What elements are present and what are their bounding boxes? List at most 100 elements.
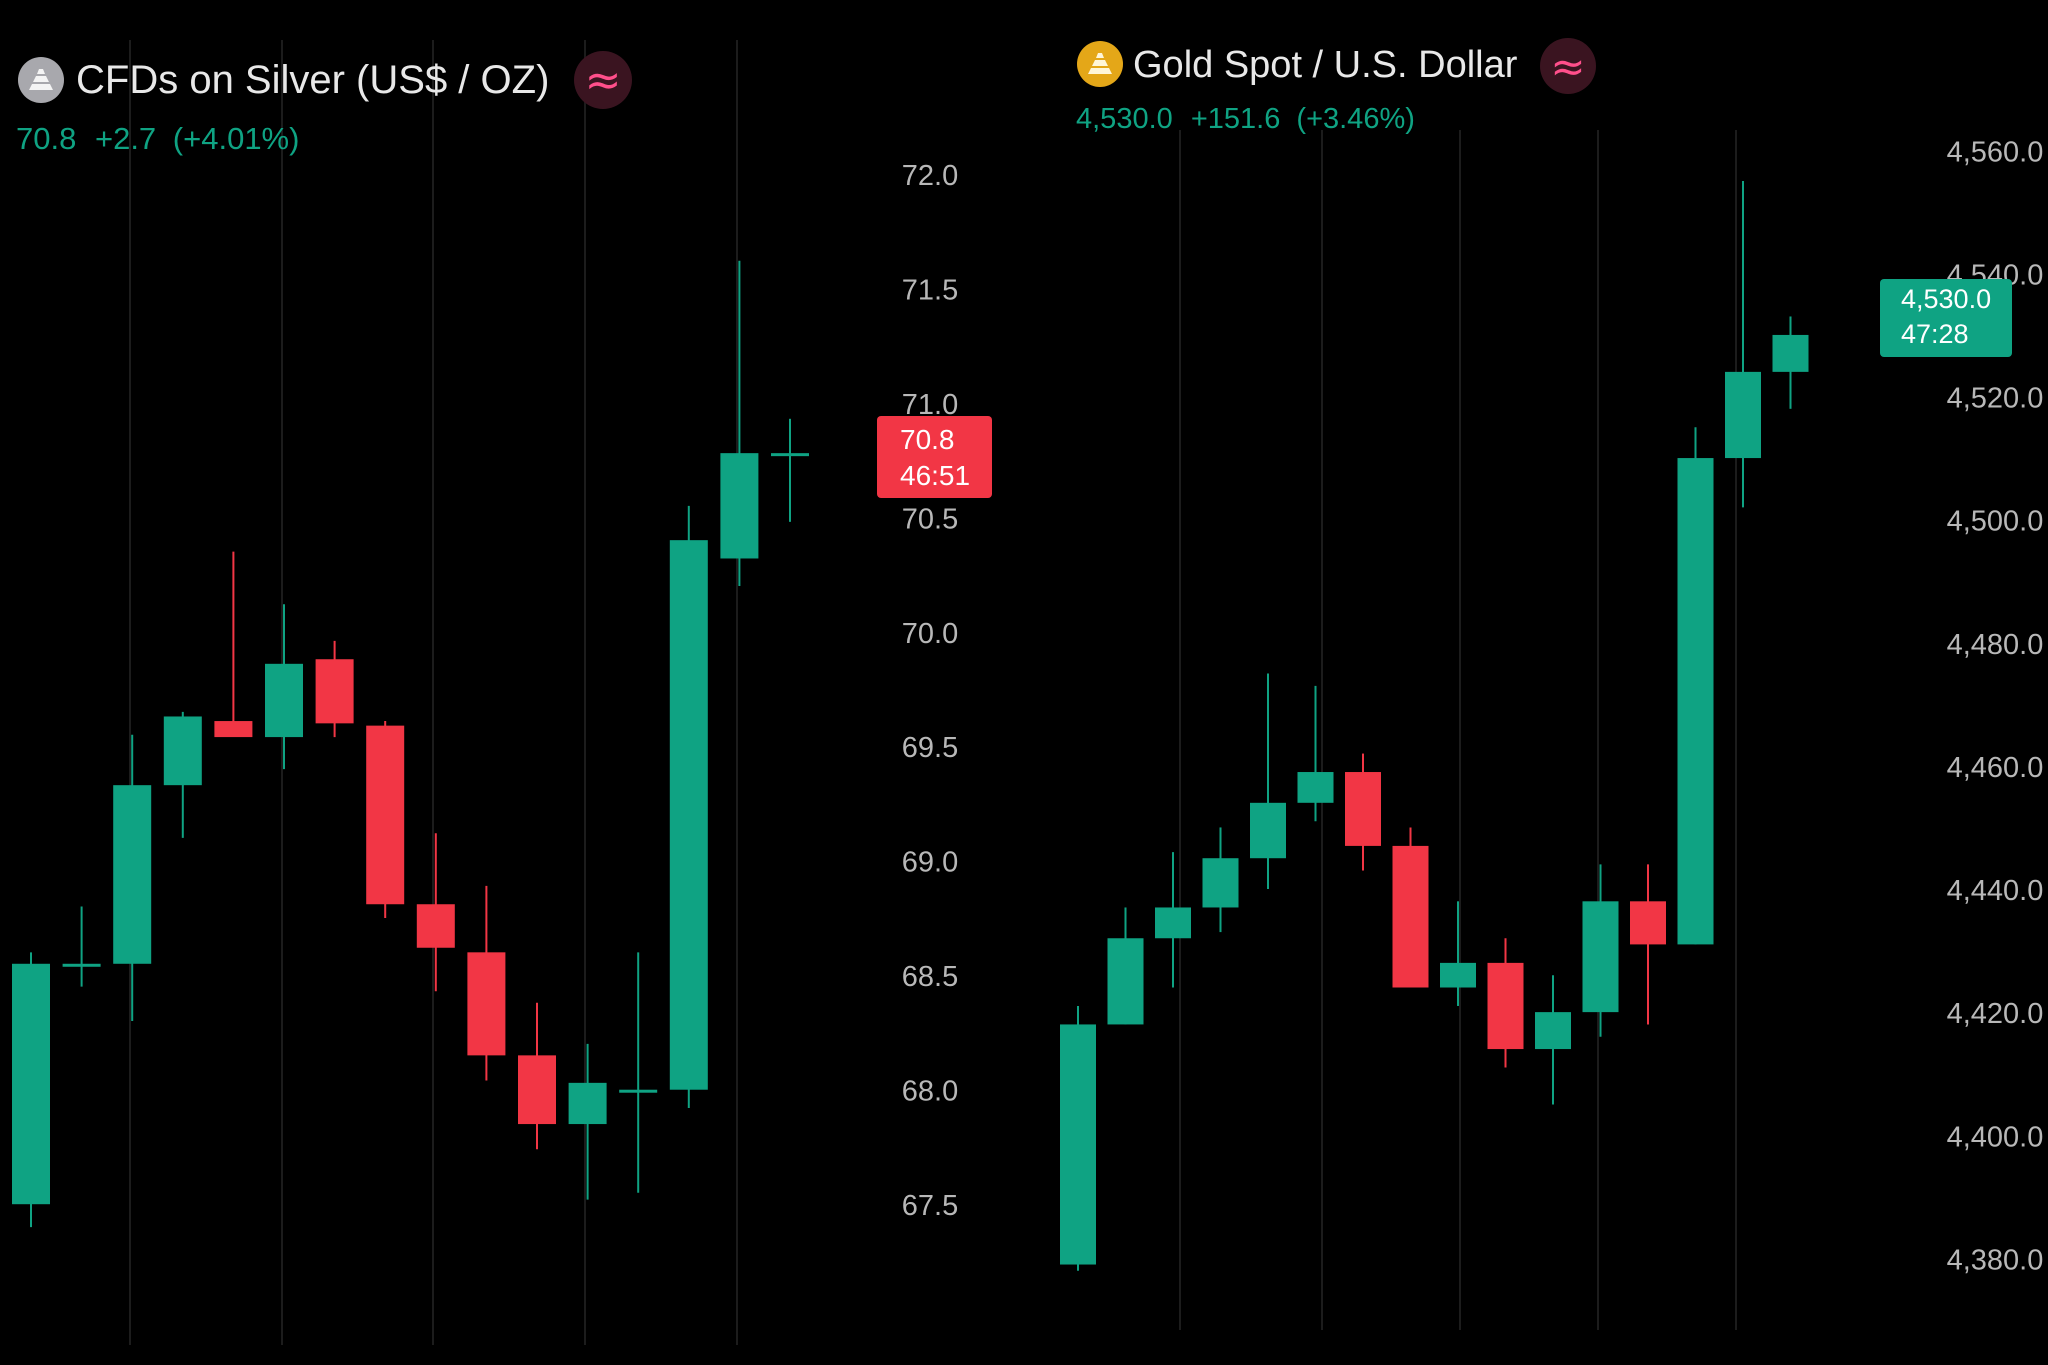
gold-candle[interactable]	[1345, 753, 1381, 871]
silver-candle[interactable]	[366, 721, 405, 918]
candle-body	[1582, 901, 1619, 1013]
silver-candle[interactable]	[771, 418, 809, 522]
silver-y-tick-label: 68.0	[902, 1076, 958, 1108]
gold-candles	[1060, 181, 1809, 1271]
silver-y-tick-label: 68.5	[902, 961, 958, 993]
silver-y-tick-label: 72.0	[902, 160, 958, 192]
silver-candles	[12, 260, 809, 1228]
gold-candle[interactable]	[1677, 427, 1714, 945]
silver-candle[interactable]	[62, 906, 101, 987]
silver-candle[interactable]	[12, 952, 50, 1228]
silver-legend: CFDs on Silver (US$ / OZ) ≈ 70.8 +2.7 (+…	[16, 51, 632, 156]
gold-candle[interactable]	[1202, 827, 1239, 933]
gold-quote-line: 4,530.0 +151.6 (+3.46%)	[1076, 103, 1415, 135]
gold-tag-price: 4,530.0	[1901, 284, 1991, 314]
gold-candle[interactable]	[1487, 938, 1524, 1068]
candle-body	[1487, 962, 1524, 1050]
silver-y-tick-label: 69.0	[902, 847, 958, 879]
silver-candle[interactable]	[163, 711, 202, 838]
candle-body	[669, 540, 708, 1090]
candle-body	[1155, 907, 1191, 939]
gold-candle[interactable]	[1582, 864, 1619, 1037]
gold-legend: Gold Spot / U.S. Dollar ≈ 4,530.0 +151.6…	[1076, 38, 1596, 135]
silver-candle[interactable]	[416, 833, 455, 992]
candle-body	[315, 659, 354, 724]
gold-y-tick-label: 4,480.0	[1947, 629, 2044, 661]
gold-candle[interactable]	[1440, 901, 1476, 1006]
candle-body	[1725, 371, 1761, 459]
silver-candle[interactable]	[315, 640, 354, 738]
wave-badge-bg	[1540, 38, 1596, 94]
gold-price-axis[interactable]: 4,560.04,540.04,520.04,500.04,480.04,460…	[1947, 136, 2044, 1276]
silver-y-tick-label: 71.5	[902, 274, 958, 306]
gold-candle[interactable]	[1297, 685, 1334, 822]
gold-y-tick-label: 4,440.0	[1947, 875, 2044, 907]
gold-bars-icon	[1077, 41, 1123, 87]
gold-candle[interactable]	[1250, 673, 1286, 889]
gold-y-tick-label: 4,520.0	[1947, 383, 2044, 415]
silver-price-tag: 70.8 46:51	[877, 416, 992, 498]
candle-body	[416, 904, 455, 948]
silver-candle[interactable]	[518, 1002, 556, 1150]
candle-body	[1107, 938, 1144, 1025]
gold-y-tick-label: 4,380.0	[1947, 1244, 2044, 1276]
silver-grid	[129, 40, 738, 1345]
gold-tag-countdown: 47:28	[1901, 319, 1969, 349]
silver-candle[interactable]	[467, 885, 506, 1081]
silver-tag-countdown: 46:51	[900, 460, 970, 491]
candle-body	[1250, 802, 1286, 859]
gold-change-pct: (+3.46%)	[1296, 103, 1414, 135]
silver-chart-title: CFDs on Silver (US$ / OZ)	[76, 58, 549, 102]
silver-candle[interactable]	[568, 1043, 607, 1200]
candle-body	[366, 725, 405, 905]
gold-candle[interactable]	[1725, 181, 1761, 508]
gold-chart-panel[interactable]: 4,560.04,540.04,520.04,500.04,480.04,460…	[1060, 38, 2043, 1330]
silver-tag-price: 70.8	[900, 424, 955, 455]
candle-body	[265, 663, 303, 738]
silver-last-price: 70.8	[16, 121, 76, 156]
gold-candle[interactable]	[1772, 316, 1809, 409]
silver-candle[interactable]	[214, 551, 253, 738]
gold-candle[interactable]	[1535, 975, 1571, 1105]
candle-body	[1297, 772, 1334, 803]
silver-change: +2.7	[95, 121, 156, 156]
gold-candle[interactable]	[1630, 864, 1666, 1025]
silver-indicator-badge[interactable]: ≈	[574, 51, 632, 109]
silver-chart-panel[interactable]: 72.0 71.5 71.0 70.5 70.0 69.5 69.0 68.5 68.0 67.5…	[12, 40, 992, 1345]
gold-candle[interactable]	[1060, 1005, 1096, 1271]
gold-price-tag: 4,530.0 47:28	[1880, 279, 2012, 357]
candle-body	[1535, 1012, 1571, 1050]
candle-body	[62, 963, 101, 967]
silver-y-tick-label: 71.0	[902, 389, 958, 421]
candle-body	[113, 785, 152, 964]
candle-body	[1202, 858, 1239, 908]
silver-y-tick-label: 70.5	[902, 503, 958, 535]
silver-candle[interactable]	[669, 505, 708, 1109]
gold-y-tick-label: 4,560.0	[1947, 136, 2044, 168]
gold-candle[interactable]	[1107, 907, 1144, 1025]
silver-candle[interactable]	[619, 952, 658, 1193]
gold-y-tick-label: 4,400.0	[1947, 1121, 2044, 1153]
candle-body	[12, 963, 50, 1205]
candle-body	[1630, 901, 1666, 945]
gold-chart-title: Gold Spot / U.S. Dollar	[1133, 44, 1518, 86]
candle-body	[720, 453, 759, 559]
gold-indicator-badge[interactable]: ≈	[1540, 38, 1596, 94]
gold-y-tick-label: 4,460.0	[1947, 752, 2044, 784]
candle-body	[214, 721, 253, 738]
candle-body	[1345, 772, 1381, 846]
wave-badge-bg	[574, 51, 632, 109]
silver-price-axis[interactable]: 72.0 71.5 71.0 70.5 70.0 69.5 69.0 68.5 68.0 67.5	[902, 160, 958, 1222]
gold-candle[interactable]	[1155, 852, 1191, 988]
silver-candle[interactable]	[720, 260, 759, 586]
candle-body	[568, 1082, 607, 1125]
wave-icon: ≈	[585, 55, 622, 106]
silver-candle[interactable]	[113, 734, 152, 1022]
gold-candle[interactable]	[1392, 827, 1429, 988]
candle-body	[1440, 962, 1476, 988]
silver-candle[interactable]	[265, 604, 303, 770]
silver-change-pct: (+4.01%)	[173, 121, 300, 156]
candle-body	[771, 453, 809, 457]
